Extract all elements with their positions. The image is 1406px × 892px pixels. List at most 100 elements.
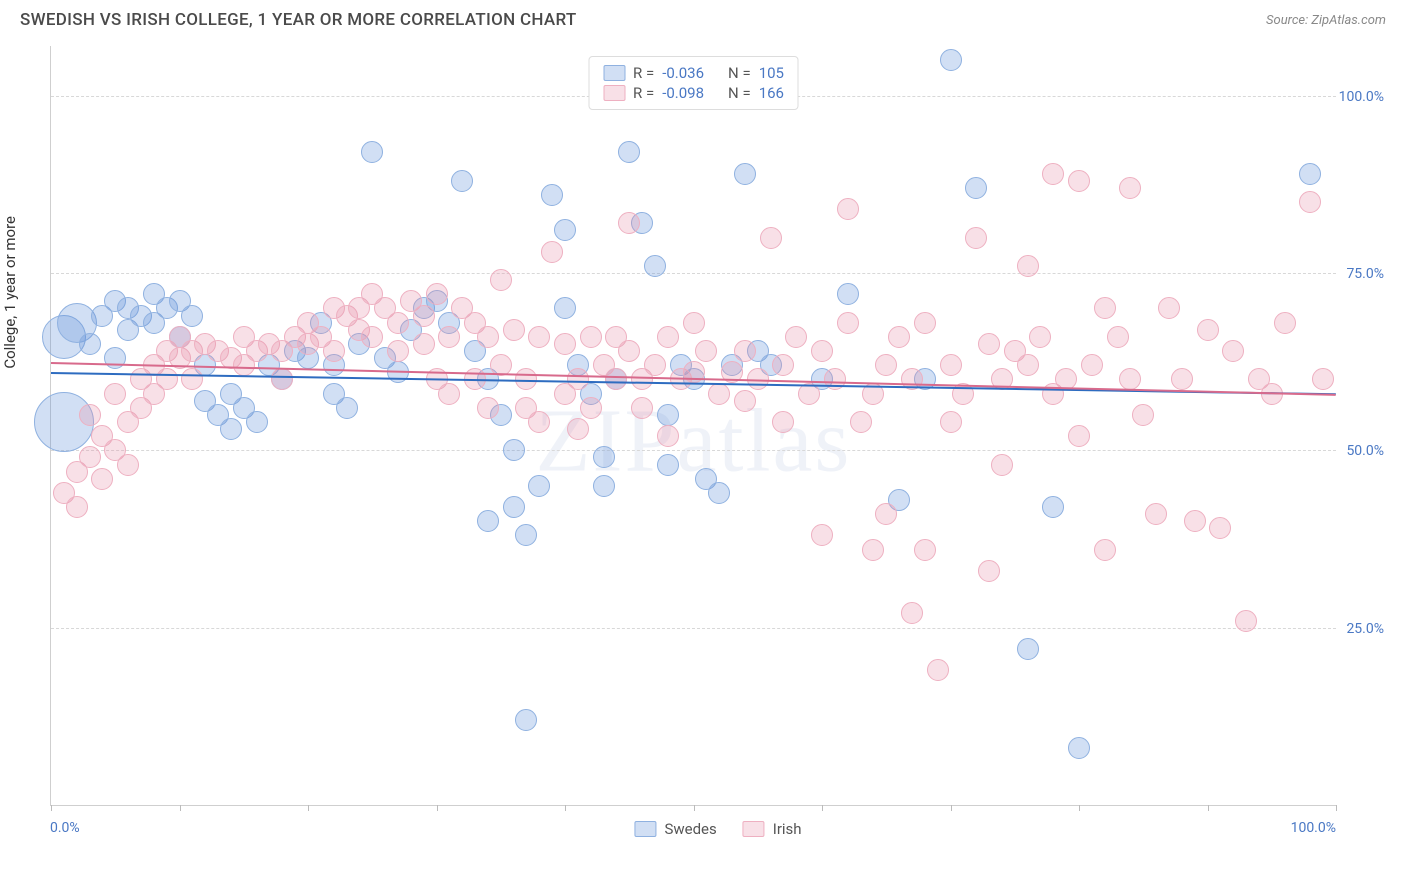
correlation-legend: R = -0.036 N = 105 R = -0.098 N = 166 [588, 56, 799, 110]
data-point-irish [1094, 297, 1116, 319]
data-point-irish [618, 340, 640, 362]
data-point-irish [567, 418, 589, 440]
data-point-irish [631, 397, 653, 419]
data-point-swedes [503, 439, 525, 461]
data-point-irish [181, 368, 203, 390]
data-point-irish [618, 212, 640, 234]
data-point-irish [1132, 404, 1154, 426]
data-point-irish [79, 446, 101, 468]
data-point-irish [490, 269, 512, 291]
data-point-irish [1042, 163, 1064, 185]
y-tick-label: 75.0% [1346, 266, 1384, 282]
data-point-irish [117, 454, 139, 476]
data-point-irish [1274, 312, 1296, 334]
gridline: 25.0% [51, 628, 1336, 629]
data-point-swedes [657, 454, 679, 476]
data-point-irish [271, 368, 293, 390]
x-tick [565, 805, 566, 811]
data-point-irish [1299, 191, 1321, 213]
data-point-irish [361, 326, 383, 348]
data-point-irish [1171, 368, 1193, 390]
data-point-irish [580, 397, 602, 419]
data-point-swedes [79, 333, 101, 355]
data-point-swedes [618, 141, 640, 163]
x-tick [1208, 805, 1209, 811]
x-tick [180, 805, 181, 811]
data-point-irish [1029, 326, 1051, 348]
x-axis-max-label: 100.0% [1291, 820, 1336, 836]
data-point-irish [1119, 177, 1141, 199]
data-point-swedes [181, 305, 203, 327]
data-point-irish [760, 227, 782, 249]
x-tick [1336, 805, 1337, 811]
x-tick [1079, 805, 1080, 811]
data-point-irish [965, 227, 987, 249]
data-point-irish [734, 340, 756, 362]
data-point-irish [1312, 368, 1334, 390]
data-point-swedes [1068, 737, 1090, 759]
data-point-swedes [477, 510, 499, 532]
data-point-irish [1119, 368, 1141, 390]
legend-label: Irish [773, 820, 802, 838]
data-point-swedes [708, 482, 730, 504]
legend-label: Swedes [664, 820, 716, 838]
data-point-irish [541, 241, 563, 263]
data-point-irish [1017, 354, 1039, 376]
data-point-swedes [336, 397, 358, 419]
data-point-irish [554, 333, 576, 355]
data-point-swedes [644, 255, 666, 277]
r-value: -0.098 [662, 84, 704, 102]
data-point-irish [528, 411, 550, 433]
x-axis-min-label: 0.0% [50, 820, 80, 836]
legend-row-irish: R = -0.098 N = 166 [603, 83, 784, 103]
data-point-swedes [104, 347, 126, 369]
x-tick [51, 805, 52, 811]
data-point-swedes [593, 446, 615, 468]
data-point-irish [991, 454, 1013, 476]
data-point-irish [940, 411, 962, 433]
data-point-irish [734, 390, 756, 412]
data-point-irish [387, 312, 409, 334]
data-point-irish [1068, 425, 1090, 447]
y-tick-label: 25.0% [1346, 621, 1384, 637]
data-point-irish [438, 383, 460, 405]
data-point-irish [79, 404, 101, 426]
data-point-irish [438, 326, 460, 348]
data-point-swedes [515, 524, 537, 546]
data-point-irish [914, 312, 936, 334]
data-point-irish [1068, 170, 1090, 192]
swatch-swedes [634, 821, 656, 837]
data-point-irish [503, 319, 525, 341]
data-point-swedes [451, 170, 473, 192]
data-point-swedes [1017, 638, 1039, 660]
swatch-irish [603, 85, 625, 101]
data-point-irish [811, 524, 833, 546]
data-point-swedes [1299, 163, 1321, 185]
data-point-irish [811, 340, 833, 362]
data-point-swedes [593, 475, 615, 497]
data-point-irish [785, 326, 807, 348]
r-value: -0.036 [662, 64, 704, 82]
data-point-irish [1184, 510, 1206, 532]
x-tick [951, 805, 952, 811]
data-point-irish [1145, 503, 1167, 525]
data-point-irish [1158, 297, 1180, 319]
data-point-irish [605, 368, 627, 390]
data-point-irish [978, 560, 1000, 582]
chart-container: College, 1 year or more ZIPatlas R = -0.… [50, 36, 1386, 836]
chart-title: SWEDISH VS IRISH COLLEGE, 1 YEAR OR MORE… [20, 10, 577, 30]
x-tick [308, 805, 309, 811]
data-point-irish [772, 411, 794, 433]
data-point-irish [1222, 340, 1244, 362]
data-point-swedes [1042, 496, 1064, 518]
data-point-irish [1235, 610, 1257, 632]
data-point-irish [426, 283, 448, 305]
r-label: R = [633, 84, 654, 102]
data-point-irish [1209, 517, 1231, 539]
data-point-irish [477, 326, 499, 348]
data-point-swedes [657, 404, 679, 426]
data-point-swedes [940, 49, 962, 71]
data-point-irish [644, 354, 666, 376]
data-point-swedes [554, 297, 576, 319]
data-point-irish [387, 340, 409, 362]
